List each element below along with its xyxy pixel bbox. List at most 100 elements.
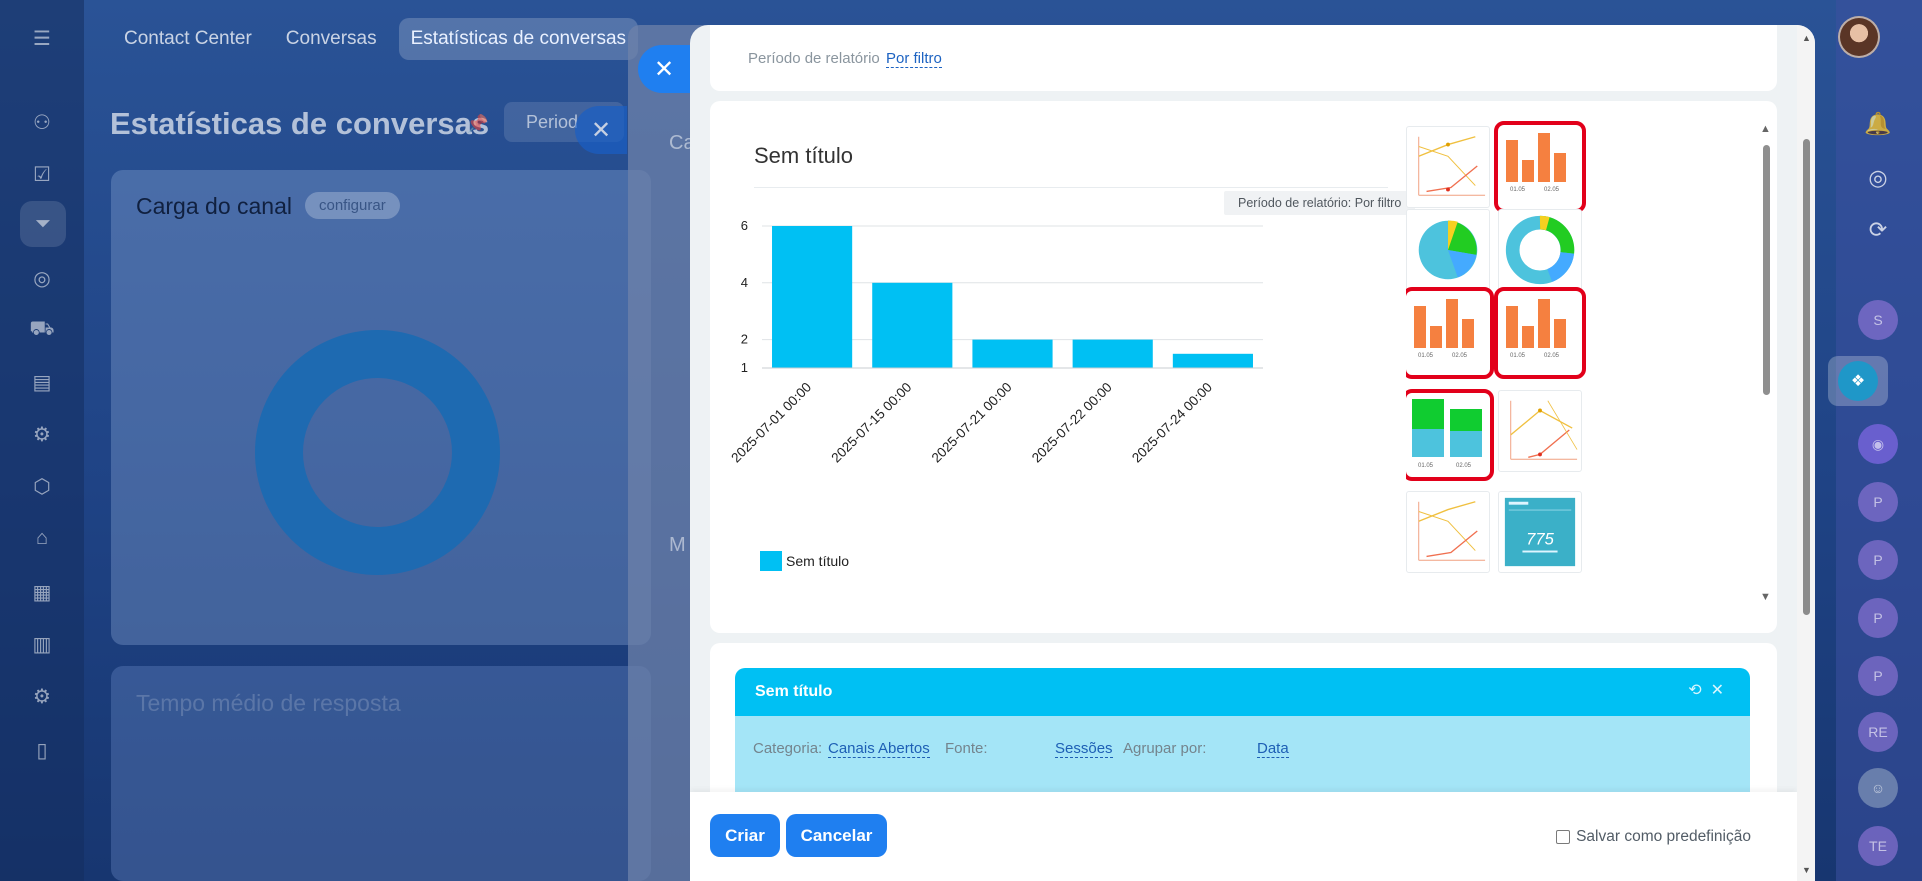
period-badge: Período de relatório: Por filtro [1224,191,1416,215]
x-tick-label: 2025-07-24 00:00 [1129,380,1215,466]
chart-title: Sem título [754,143,854,168]
tab-contact-center[interactable]: Contact Center [124,28,252,49]
avatar[interactable]: P [1858,598,1898,638]
avatar[interactable]: RE [1858,712,1898,752]
target-icon[interactable]: ◎ [33,267,51,290]
scroll-thumb[interactable] [1763,145,1770,395]
refresh-icon[interactable]: ⟳ [1868,217,1888,242]
thumb-bar-selected[interactable]: 01.05 02.05 [1494,121,1586,213]
period-card: Período de relatório Por filtro [710,25,1777,91]
mid-panel-label: M [669,534,686,556]
y-tick-label: 6 [741,218,748,233]
scroll-thumb[interactable] [1803,139,1810,615]
svg-text:02.05: 02.05 [1544,187,1560,193]
group-label: Agrupar por: [1123,740,1207,757]
create-button[interactable]: Criar [710,814,780,857]
thumbs-scrollbar[interactable]: ▲ ▼ [1760,123,1774,603]
widget-header-icons: ⟲ ✕ [1688,680,1724,700]
group-link[interactable]: Data [1257,740,1289,758]
page-title: Estatísticas de conversas [110,106,490,141]
channel-load-title: Carga do canal [136,193,292,219]
thumb-stacked-bar-selected[interactable]: 01.05 02.05 [1406,389,1494,481]
category-link[interactable]: Canais Abertos [828,740,930,758]
target-icon[interactable]: ◎ [1868,165,1888,190]
box-icon[interactable]: ⬡ [33,475,51,498]
tab-estatisticas[interactable]: Estatísticas de conversas [398,18,639,60]
cancel-button[interactable]: Cancelar [786,814,887,857]
avatar[interactable]: ◉ [1858,424,1898,464]
chart-icon[interactable]: ▥ [32,633,52,656]
scroll-down-icon[interactable]: ▼ [1760,591,1771,603]
save-default-checkbox[interactable]: Salvar como predefinição [1556,828,1751,846]
funnel-icon[interactable]: ⏷ [20,201,66,247]
thumb-line[interactable] [1406,126,1490,208]
period-filter-link[interactable]: Por filtro [886,50,942,68]
refresh-icon[interactable]: ⟲ [1688,682,1702,699]
bookmark-tile[interactable]: ❖ [1828,356,1888,406]
avatar[interactable]: P [1858,656,1898,696]
widget-header: Sem título ⟲ ✕ [735,668,1750,716]
thumb-bar-selected[interactable]: 01.05 02.05 [1494,287,1586,379]
store-icon[interactable]: ⌂ [35,526,49,549]
menu-icon[interactable]: ☰ [33,27,51,50]
card-icon[interactable]: ▤ [32,371,52,394]
network-icon[interactable]: ⚇ [33,111,51,134]
legend-swatch [760,551,782,571]
avatar[interactable]: TE [1858,826,1898,866]
svg-text:02.05: 02.05 [1544,353,1560,359]
period-label: Período de relatório [748,50,880,67]
avatar[interactable]: P [1858,482,1898,522]
svg-text:02.05: 02.05 [1456,463,1472,469]
chart-card: Sem título Período de relatório: Por fil… [710,101,1777,633]
pin-icon[interactable]: 📌 [466,114,489,134]
bar [872,282,953,368]
tab-conversas[interactable]: Conversas [285,28,377,49]
donut-chart [255,330,500,575]
widget-title: Sem título [755,683,833,700]
svg-text:01.05: 01.05 [1418,463,1434,469]
bar [1072,339,1153,368]
x-tick-label: 2025-07-01 00:00 [728,380,814,466]
checkbox-icon[interactable]: ☑ [33,163,51,186]
cart-icon[interactable]: ⛟ [29,317,55,340]
avatar[interactable]: P [1858,540,1898,580]
scroll-up-icon[interactable]: ▲ [1760,123,1771,135]
scroll-up-icon[interactable]: ▲ [1802,33,1811,43]
y-tick-label: 4 [741,275,748,290]
close-icon[interactable]: ✕ [575,106,627,154]
document-icon[interactable]: ▯ [36,739,48,762]
bar [972,339,1053,368]
thumb-line[interactable] [1498,390,1582,472]
thumb-number-value: 775 [1526,530,1554,549]
svg-text:01.05: 01.05 [1418,353,1434,359]
x-tick-label: 2025-07-21 00:00 [929,380,1015,466]
bookmark-icon: ❖ [1838,361,1878,401]
response-time-title: Tempo médio de resposta [136,690,401,716]
x-tick-label: 2025-07-22 00:00 [1029,380,1115,466]
bell-icon[interactable]: 🔔 [1864,111,1892,136]
settings-icon[interactable]: ⚙ [33,685,51,708]
thumb-line[interactable] [1406,491,1490,573]
thumb-pie[interactable] [1406,209,1490,291]
configure-button[interactable]: configurar [305,192,400,219]
close-slider-button[interactable]: ✕ [638,45,690,93]
y-tick-label: 1 [741,360,748,375]
close-icon[interactable]: ✕ [1710,682,1724,699]
svg-text:01.05: 01.05 [1510,187,1526,193]
response-time-card [111,666,651,881]
user-avatar[interactable] [1838,16,1880,58]
thumb-bar-selected[interactable]: 01.05 02.05 [1406,287,1494,379]
scroll-down-icon[interactable]: ▼ [1802,865,1811,875]
source-link[interactable]: Sessões [1055,740,1113,758]
thumb-number[interactable]: 775 [1498,491,1582,573]
avatar[interactable]: ☺ [1858,768,1898,808]
checkbox[interactable] [1556,830,1571,844]
bar [1172,353,1253,368]
avatar[interactable]: S [1858,300,1898,340]
slider-scrollbar[interactable]: ▲ ▼ [1797,25,1815,881]
robot-icon[interactable]: ⚙ [33,423,51,446]
thumb-donut[interactable] [1498,209,1582,291]
calendar-icon[interactable]: ▦ [32,581,52,604]
source-label: Fonte: [945,740,988,757]
